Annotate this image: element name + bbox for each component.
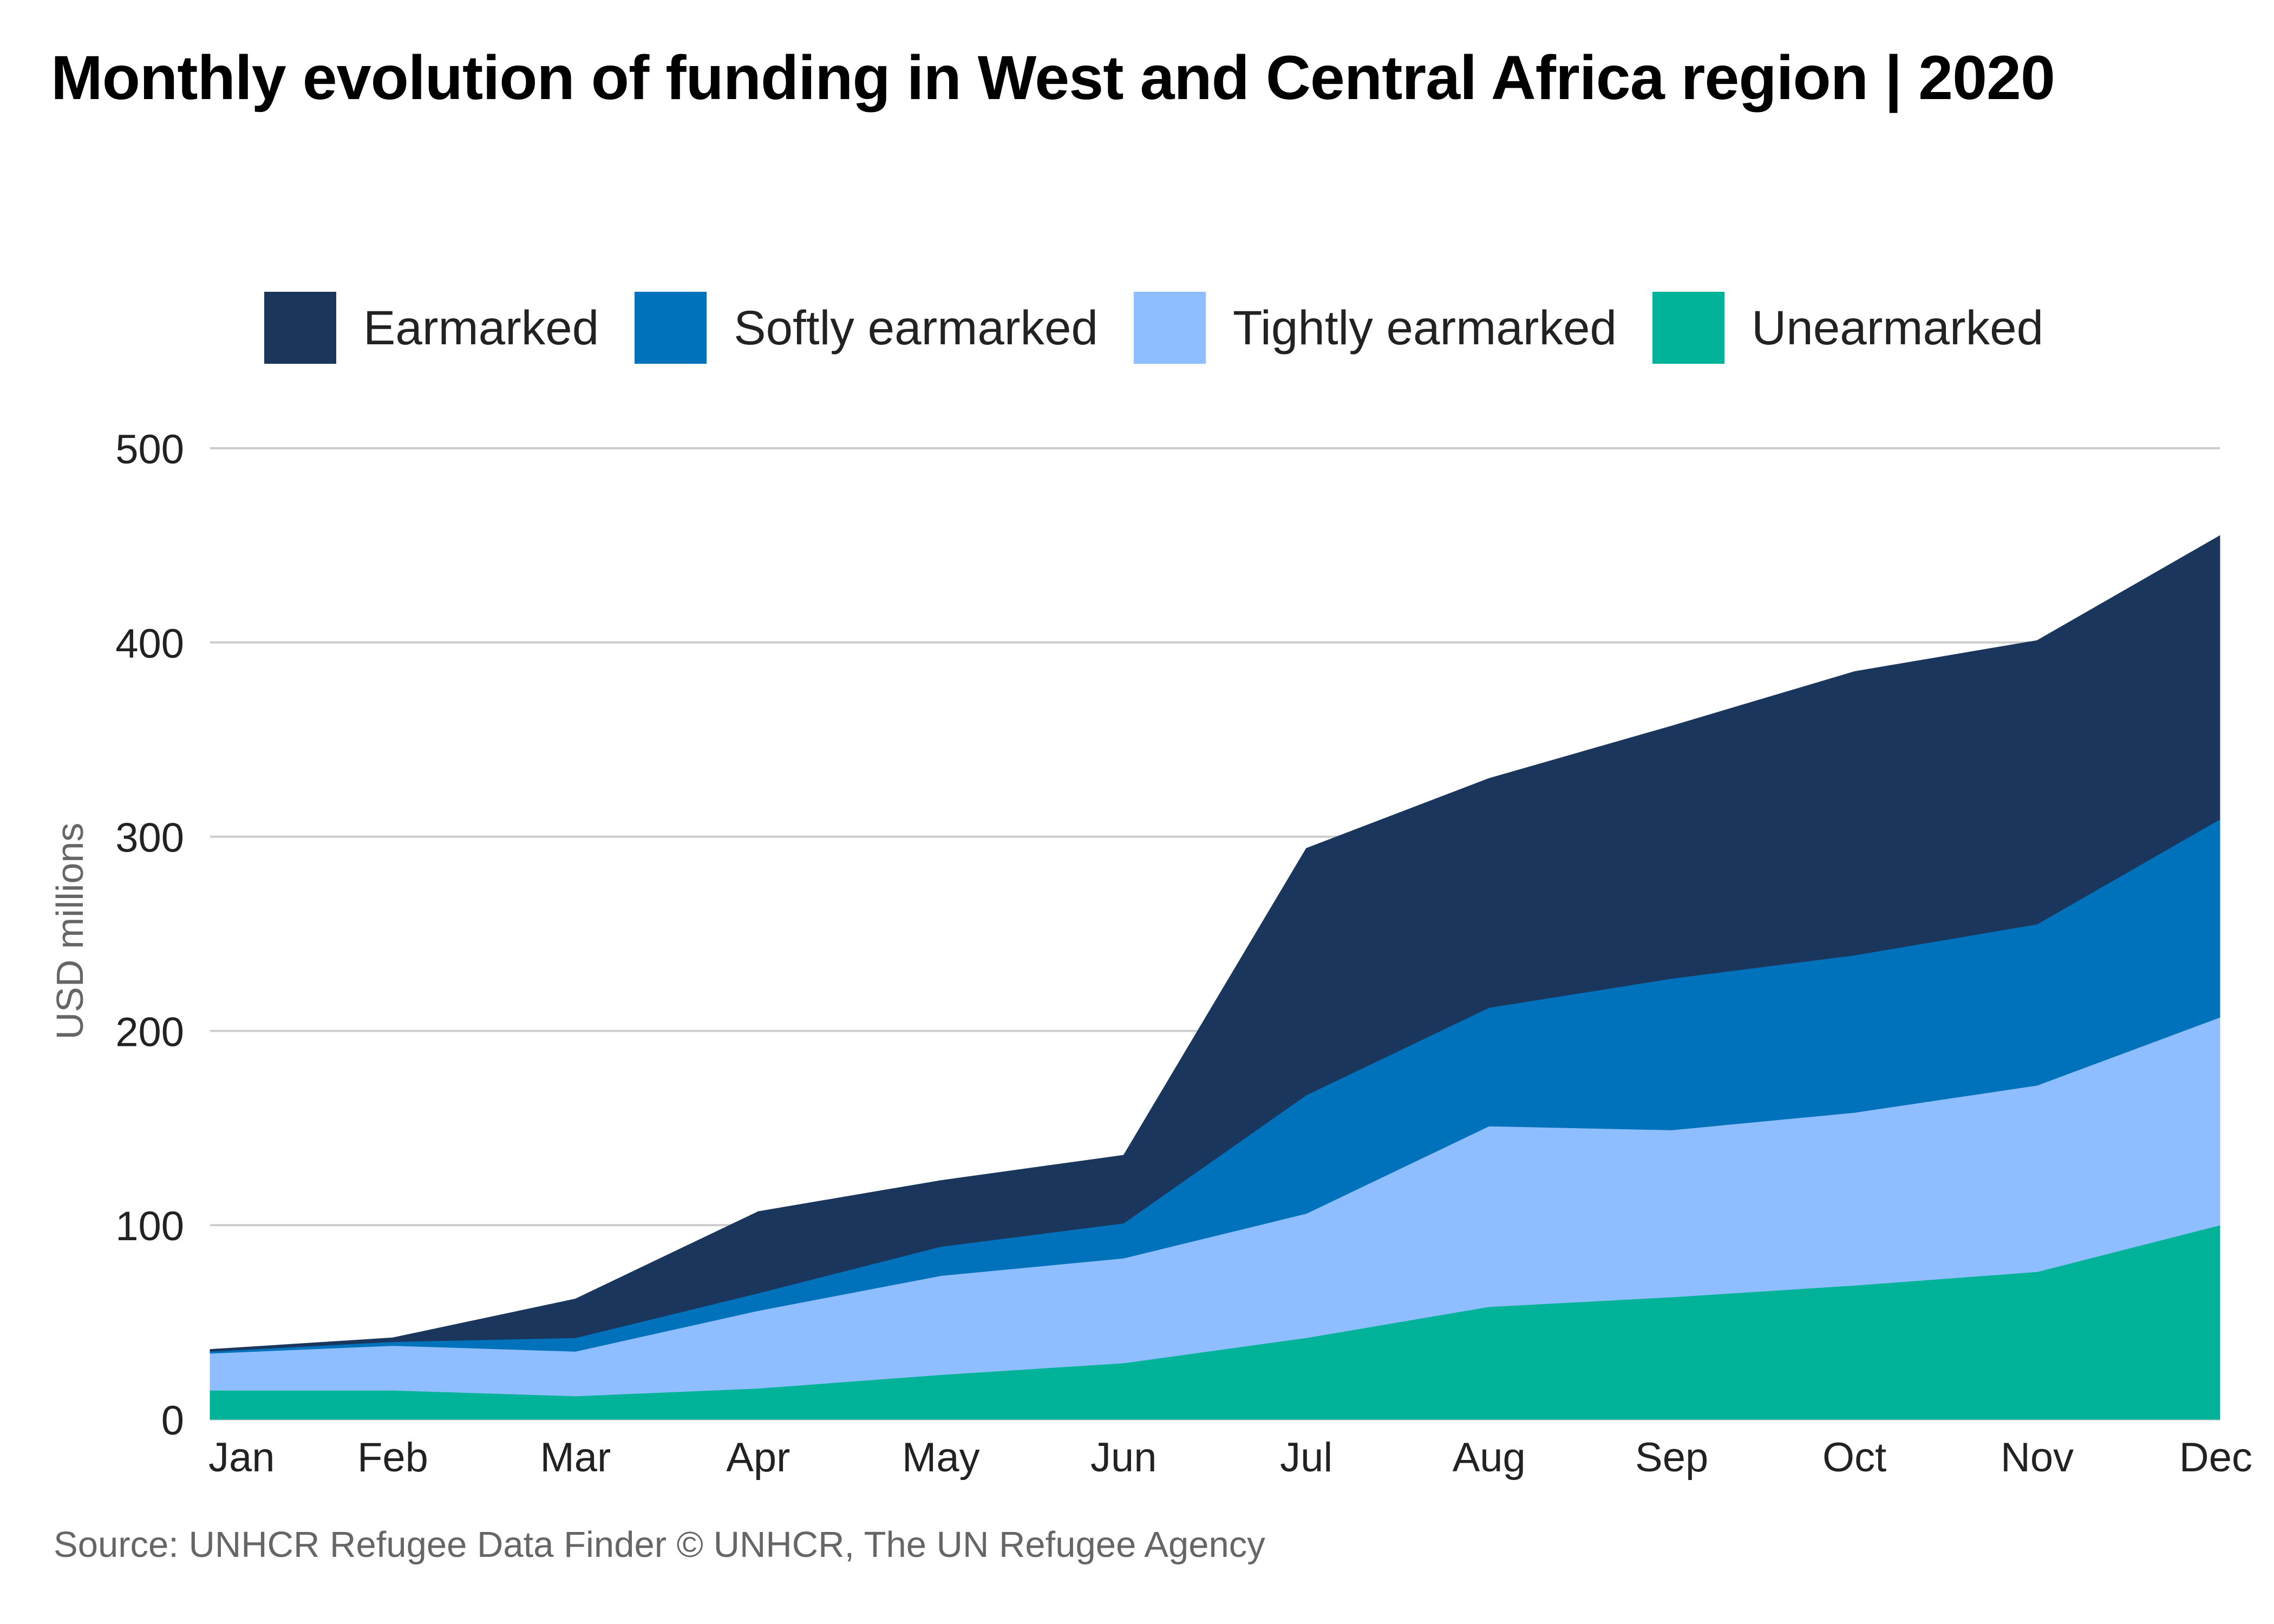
source-note: Source: UNHCR Refugee Data Finder © UNHC…	[54, 1524, 1265, 1565]
legend-label-earmarked: Earmarked	[363, 300, 599, 355]
chart-title: Monthly evolution of funding in West and…	[51, 43, 2055, 113]
legend-item-unearmarked: Unearmarked	[1652, 291, 2044, 364]
x-tick-label-jan: Jan	[208, 1435, 275, 1481]
legend-item-softly-earmarked: Softly earmarked	[635, 291, 1098, 364]
x-tick-label-dec: Dec	[2179, 1435, 2252, 1481]
x-tick-label-apr: Apr	[726, 1435, 790, 1481]
y-tick-label-400: 400	[115, 621, 184, 667]
y-tick-label-300: 300	[115, 815, 184, 861]
x-tick-label-jun: Jun	[1090, 1435, 1157, 1481]
x-tick-label-mar: Mar	[540, 1435, 611, 1481]
chart-legend: Earmarked Softly earmarked Tightly earma…	[264, 290, 2079, 365]
x-tick-label-feb: Feb	[357, 1435, 428, 1481]
legend-label-tightly-earmarked: Tightly earmarked	[1232, 300, 1617, 355]
legend-item-tightly-earmarked: Tightly earmarked	[1133, 291, 1617, 364]
x-tick-label-sep: Sep	[1635, 1435, 1708, 1481]
legend-swatch-softly-earmarked	[635, 291, 707, 364]
y-tick-label-100: 100	[115, 1203, 184, 1249]
legend-label-unearmarked: Unearmarked	[1751, 300, 2044, 355]
legend-swatch-tightly-earmarked	[1133, 291, 1206, 364]
y-tick-label-200: 200	[115, 1009, 184, 1055]
legend-swatch-unearmarked	[1652, 291, 1724, 364]
x-tick-label-aug: Aug	[1453, 1435, 1526, 1481]
legend-item-earmarked: Earmarked	[264, 291, 599, 364]
x-tick-label-may: May	[902, 1435, 980, 1481]
x-tick-label-nov: Nov	[2001, 1435, 2074, 1481]
x-tick-label-oct: Oct	[1822, 1435, 1886, 1481]
legend-swatch-earmarked	[264, 291, 336, 364]
y-tick-label-0: 0	[161, 1398, 184, 1444]
x-tick-label-jul: Jul	[1280, 1435, 1332, 1481]
y-axis-label: USD millions	[49, 823, 91, 1040]
y-tick-label-500: 500	[115, 427, 184, 473]
area-earmarked	[210, 535, 2220, 1352]
legend-label-softly-earmarked: Softly earmarked	[734, 300, 1098, 355]
